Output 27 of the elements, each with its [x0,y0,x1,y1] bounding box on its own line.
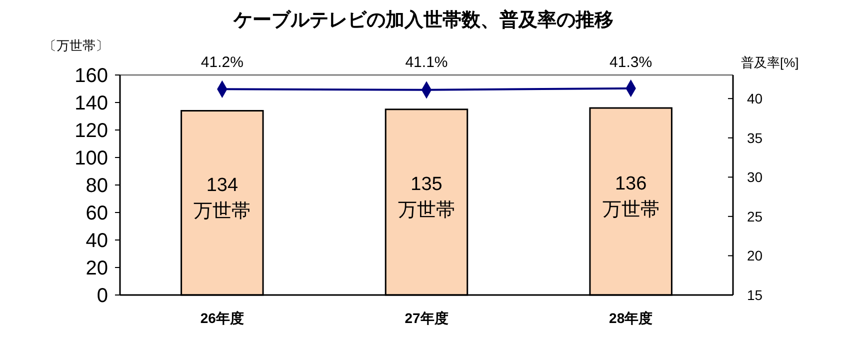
y2-axis-title: 普及率[%] [741,55,799,70]
x-tick-label: 26年度 [200,310,244,326]
data-label: 135 万世帯 [398,174,455,222]
y2-tick-label: 30 [747,169,763,186]
y2-tick-label: 15 [747,286,763,303]
y-tick-label: 140 [74,92,108,114]
y2-tick-label: 25 [747,208,763,224]
y-tick-label: 160 [74,65,108,87]
y2-tick-label: 20 [747,248,763,264]
y-tick-label: 80 [86,175,108,197]
data-label: 41.3% [610,54,652,71]
y-tick-label: 60 [86,202,108,224]
data-label: 134 万世帯 [194,174,251,222]
y2-tick-label: 35 [747,130,763,146]
data-label: 41.2% [200,54,244,71]
chart-title: ケーブルテレビの加入世帯数、普及率の推移 [232,9,614,31]
data-label: 136 万世帯 [602,174,660,220]
x-tick-label: 27年度 [404,310,448,326]
y-tick-label: 0 [96,285,108,307]
y2-tick-label: 40 [747,90,763,106]
y-tick-label: 20 [86,258,108,280]
y-tick-label: 40 [86,230,108,252]
x-tick-label: 28年度 [609,310,653,326]
y-axis-title: 〔万世帯〕 [44,38,108,53]
y-tick-label: 120 [74,120,108,142]
data-label: 41.1% [405,54,448,71]
y-tick-label: 100 [74,148,108,170]
